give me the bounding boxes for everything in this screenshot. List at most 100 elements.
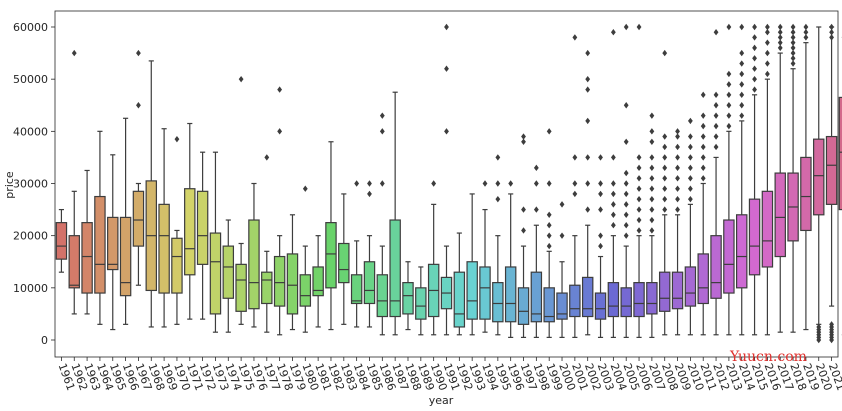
outlier-point [739,91,745,99]
x-axis-label: year [429,394,454,407]
box-iqr [556,292,568,320]
box-iqr [543,287,555,323]
box-1967 [132,49,145,286]
outlier-point [649,128,655,135]
box-2013 [723,23,735,336]
box-undefined [838,36,842,336]
box-1991 [440,23,453,336]
box-iqr [171,237,183,294]
outlier-point [777,23,783,31]
outlier-point [379,128,385,135]
outlier-point [546,232,552,239]
outlier-point [649,164,655,172]
box-1992 [453,232,466,336]
box-iqr [248,219,260,310]
outlier-point [649,195,655,203]
box-2002 [581,49,594,336]
box-iqr [94,195,106,294]
y-tick-label: 30000 [13,178,48,191]
outlier-point [649,216,655,224]
outlier-point [649,175,655,182]
outlier-point [700,175,706,182]
outlier-point [585,206,591,213]
box-1983 [338,193,350,325]
outlier-point [623,138,629,145]
box-iqr [286,253,299,315]
y-axis-label: price [3,171,16,199]
outlier-point [713,102,719,109]
box-1976 [248,182,260,328]
outlier-point [713,112,719,119]
outlier-point [572,190,578,198]
outlier-point [546,222,552,229]
outlier-point [700,133,706,140]
outlier-point [726,91,732,99]
box-iqr [620,287,632,318]
outlier-point [277,86,283,93]
box-iqr [671,271,684,310]
box-iqr [684,266,697,307]
box-2012 [710,29,722,336]
outlier-point [610,180,616,187]
box-1989 [415,266,427,336]
outlier-point [610,211,616,218]
box-2005 [620,23,632,338]
box-1996 [504,180,517,338]
outlier-point [765,60,770,67]
box-iqr [107,216,119,271]
outlier-point [777,44,783,52]
outlier-point [790,34,796,41]
outlier-point [482,180,488,187]
box-2009 [671,128,684,336]
outlier-point [726,102,732,109]
outlier-point [752,23,757,31]
box-1987 [389,91,401,336]
outlier-point [803,23,809,31]
box-iqr [389,219,401,318]
box-1981 [312,235,324,328]
outlier-point [790,55,796,62]
outlier-point [623,190,629,198]
outlier-point [752,75,757,83]
box-iqr [581,276,594,318]
box-1974 [222,219,235,333]
box-1965 [107,154,119,331]
outlier-point [546,242,552,250]
outlier-point [367,190,372,198]
outlier-point [777,34,783,41]
outlier-point [508,180,514,187]
outlier-point [649,112,655,119]
box-2008 [658,49,671,336]
outlier-point [739,112,745,119]
outlier-point [687,143,693,151]
box-iqr [158,203,170,294]
outlier-point [533,206,539,213]
outlier-point [533,164,539,172]
box-iqr [338,242,350,284]
outlier-point [546,128,552,135]
outlier-point [713,122,719,130]
outlier-point [610,190,616,198]
outlier-point [572,34,578,41]
outlier-point [790,44,796,52]
box-iqr [838,96,842,211]
outlier-point [700,122,706,130]
outlier-point [302,185,308,192]
outlier-point [713,143,719,151]
box-2021 [825,23,838,344]
outlier-point [675,164,680,172]
y-tick-label: 60000 [13,21,48,34]
outlier-point [546,180,552,187]
outlier-point [739,102,745,109]
box-1973 [209,151,222,333]
box-2000 [556,201,568,338]
plot-frame [54,10,839,358]
outlier-point [765,70,770,78]
outlier-point [739,70,745,78]
outlier-point [585,117,591,125]
outlier-point [816,323,822,331]
outlier-point [662,49,668,57]
box-1993 [466,193,478,336]
box-iqr [748,198,761,276]
